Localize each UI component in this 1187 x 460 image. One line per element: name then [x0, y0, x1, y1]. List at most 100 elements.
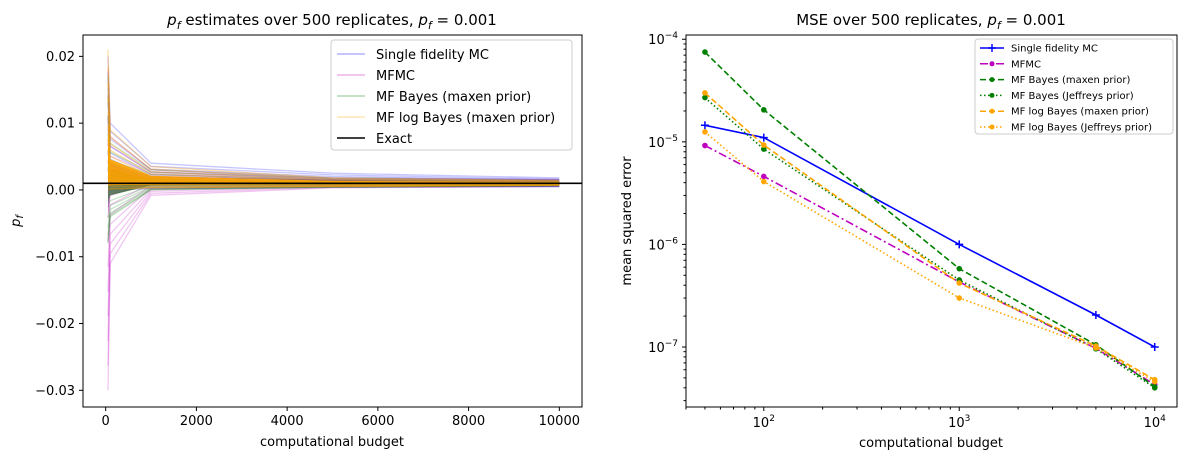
estimates-legend-box — [330, 39, 573, 151]
y-tick-label: −0.02 — [35, 317, 75, 332]
replicate-line — [107, 69, 560, 180]
mse-point — [1151, 385, 1158, 391]
mse-series-line — [704, 96, 1156, 389]
mse-axes-frame — [685, 34, 1178, 408]
legend-marker — [989, 92, 995, 98]
y-tick-label: 0.02 — [46, 50, 75, 65]
mse-point — [700, 121, 709, 130]
y-tick-label: 10−5 — [648, 134, 678, 151]
mse-legend: Single fidelity MC MFMC MF Bayes (maxen pr… — [974, 38, 1174, 135]
replicate-line — [107, 72, 560, 180]
mse-panel: MSE over 500 replicates, pf = 0.001 102 1… — [620, 11, 1178, 451]
mse-point — [956, 280, 963, 286]
legend-label: MF Bayes (Jeffreys prior) — [1011, 91, 1134, 102]
replicate-line — [107, 183, 560, 292]
estimates-axes-frame — [82, 34, 583, 408]
estimates-title: pf estimates over 500 replicates, pf = 0… — [166, 11, 497, 32]
estimates-x-axis-label: computational budget — [260, 435, 404, 450]
legend-label: MFMC — [376, 69, 415, 84]
legend-label: MF log Bayes (Jeffreys prior) — [1011, 123, 1152, 134]
replicate-line — [107, 184, 560, 317]
mse-point — [702, 142, 708, 149]
replicate-line — [107, 185, 560, 366]
mse-series-line — [704, 144, 1156, 386]
x-tick-label: 104 — [1144, 414, 1167, 431]
legend-marker — [989, 61, 995, 67]
legend-label: MF Bayes (maxen prior) — [1011, 75, 1131, 86]
estimates-legend: Single fidelity MC MFMC MF Bayes (maxen pr… — [330, 39, 573, 151]
y-tick-label: 10−4 — [648, 31, 678, 48]
x-tick-label: 6000 — [361, 414, 394, 429]
mse-point — [702, 90, 708, 96]
mse-series-line — [704, 92, 1156, 381]
x-tick-label: 2000 — [180, 414, 213, 429]
mse-point — [760, 142, 767, 148]
mse-plot-area — [700, 49, 1159, 391]
y-tick-label: −0.03 — [35, 384, 75, 399]
estimates-plot-area — [83, 49, 582, 391]
replicate-line — [107, 115, 560, 183]
mse-point — [702, 129, 708, 135]
y-tick-label: 0.00 — [46, 183, 75, 198]
mse-legend-box — [974, 38, 1174, 135]
x-tick-label: 4000 — [271, 414, 304, 429]
mse-x-axis-label: computational budget — [859, 436, 1003, 451]
mse-y-axis-label: mean squared error — [620, 156, 635, 286]
legend-label: MFMC — [1011, 59, 1041, 70]
x-tick-label: 103 — [948, 414, 970, 431]
mse-point — [956, 265, 963, 272]
legend-label: Single fidelity MC — [376, 48, 489, 63]
replicate-line — [107, 184, 560, 342]
replicate-line — [107, 185, 560, 244]
replicate-line — [107, 183, 560, 268]
mse-series-line — [704, 124, 1156, 348]
mse-point — [759, 133, 768, 142]
y-tick-label: 0.01 — [46, 117, 75, 132]
legend-marker — [989, 108, 995, 114]
replicate-line — [107, 185, 560, 241]
mse-point — [702, 94, 708, 101]
mse-point — [760, 146, 767, 152]
estimates-panel: pf estimates over 500 replicates, pf = 0… — [9, 11, 583, 450]
replicate-line — [107, 96, 560, 182]
replicate-line — [107, 115, 560, 182]
mse-point — [1091, 311, 1100, 320]
replicate-line — [107, 49, 560, 182]
x-tick-label: 8000 — [452, 414, 485, 429]
x-tick-label: 102 — [753, 414, 775, 431]
x-tick-label: 0 — [102, 414, 110, 429]
replicate-line — [107, 102, 560, 182]
legend-label: Exact — [376, 132, 412, 147]
mse-point — [760, 178, 767, 185]
replicate-line — [107, 184, 560, 228]
mse-point — [955, 240, 964, 249]
replicate-line — [107, 94, 560, 181]
estimates-y-ticks: −0.03 −0.02 −0.01 0.00 0.01 0.02 — [35, 50, 83, 399]
legend-label: MF Bayes (maxen prior) — [376, 90, 531, 105]
replicate-line — [107, 184, 560, 236]
estimates-y-axis-label: pf — [9, 214, 26, 228]
mse-series-line — [704, 131, 1156, 383]
replicate-line — [107, 82, 560, 183]
replicate-line — [107, 76, 560, 181]
y-tick-label: 10−6 — [648, 236, 678, 253]
y-tick-label: 10−7 — [648, 339, 678, 356]
legend-marker — [989, 124, 995, 130]
y-tick-label: −0.01 — [35, 250, 75, 265]
legend-label: MF log Bayes (maxen prior) — [376, 111, 555, 126]
legend-marker — [989, 77, 995, 83]
x-tick-label: 10000 — [539, 414, 580, 429]
mse-title: MSE over 500 replicates, pf = 0.001 — [796, 11, 1066, 32]
mse-x-ticks: 102 103 104 — [685, 407, 1167, 431]
replicate-line — [107, 184, 560, 191]
legend-label: MF log Bayes (maxen prior) — [1011, 107, 1149, 118]
legend-label: Single fidelity MC — [1011, 44, 1098, 55]
estimates-x-ticks: 0 2000 4000 6000 8000 10000 — [102, 407, 580, 429]
replicate-line — [107, 56, 560, 179]
mse-point — [760, 107, 767, 113]
legend-marker — [988, 44, 996, 52]
replicate-line — [107, 87, 560, 181]
mse-point — [702, 49, 708, 55]
replicate-line — [107, 185, 560, 391]
